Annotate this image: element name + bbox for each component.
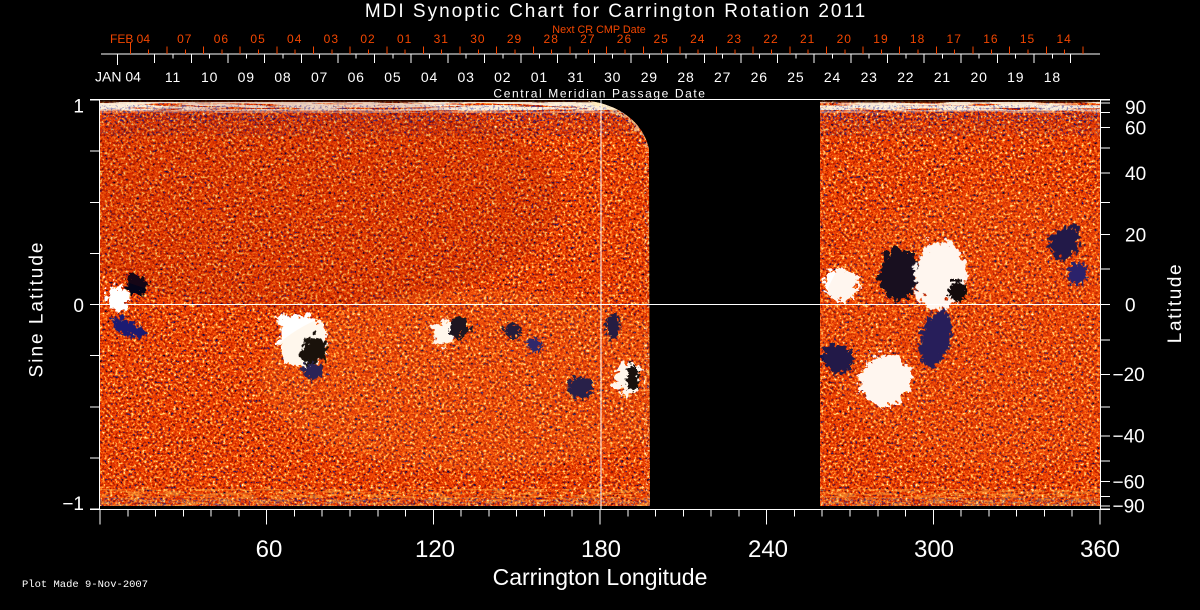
svg-text:24: 24 (690, 32, 705, 46)
svg-text:14: 14 (1056, 32, 1071, 46)
svg-text:30: 30 (470, 32, 485, 46)
svg-text:25: 25 (653, 32, 668, 46)
svg-text:17: 17 (947, 32, 962, 46)
svg-text:02: 02 (494, 69, 511, 85)
svg-text:60: 60 (256, 536, 283, 563)
svg-text:Central Meridian Passage Date: Central Meridian Passage Date (493, 87, 706, 101)
svg-text:26: 26 (751, 69, 768, 85)
svg-text:FEB 04: FEB 04 (110, 32, 150, 46)
svg-text:20: 20 (1125, 226, 1146, 247)
svg-text:18: 18 (1044, 69, 1061, 85)
svg-text:06: 06 (348, 69, 365, 85)
svg-text:28: 28 (677, 69, 694, 85)
svg-text:0: 0 (1125, 296, 1136, 317)
svg-text:240: 240 (748, 536, 788, 563)
svg-text:22: 22 (897, 69, 914, 85)
svg-text:Carrington Longitude: Carrington Longitude (493, 564, 708, 590)
svg-text:25: 25 (787, 69, 804, 85)
svg-text:03: 03 (458, 69, 475, 85)
svg-text:19: 19 (873, 32, 888, 46)
svg-text:05: 05 (250, 32, 265, 46)
svg-text:15: 15 (1020, 32, 1035, 46)
svg-text:30: 30 (604, 69, 621, 85)
svg-text:26: 26 (617, 32, 632, 46)
svg-text:20: 20 (970, 69, 987, 85)
svg-text:300: 300 (914, 536, 954, 563)
svg-text:31: 31 (567, 69, 584, 85)
svg-text:180: 180 (581, 536, 621, 563)
svg-text:03: 03 (324, 32, 339, 46)
svg-text:−40: −40 (1113, 427, 1145, 448)
svg-text:27: 27 (714, 69, 731, 85)
svg-text:23: 23 (861, 69, 878, 85)
svg-text:02: 02 (360, 32, 375, 46)
svg-text:21: 21 (934, 69, 951, 85)
svg-text:1: 1 (73, 97, 84, 118)
svg-text:60: 60 (1125, 119, 1146, 140)
svg-text:Latitude: Latitude (1165, 263, 1186, 343)
svg-text:29: 29 (507, 32, 522, 46)
svg-text:27: 27 (580, 32, 595, 46)
svg-text:29: 29 (641, 69, 658, 85)
svg-text:31: 31 (434, 32, 449, 46)
svg-text:Sine Latitude: Sine Latitude (27, 241, 48, 378)
svg-text:08: 08 (274, 69, 291, 85)
svg-text:22: 22 (763, 32, 778, 46)
svg-text:01: 01 (531, 69, 548, 85)
svg-text:24: 24 (824, 69, 841, 85)
svg-text:JAN 04: JAN 04 (95, 69, 141, 85)
svg-text:01: 01 (397, 32, 412, 46)
svg-text:90: 90 (1125, 98, 1146, 119)
svg-text:10: 10 (201, 69, 218, 85)
svg-text:0: 0 (73, 296, 84, 317)
svg-text:360: 360 (1080, 536, 1120, 563)
svg-text:06: 06 (214, 32, 229, 46)
svg-text:−60: −60 (1113, 473, 1145, 494)
svg-text:Next CR CMP Date: Next CR CMP Date (552, 24, 645, 36)
svg-text:−20: −20 (1113, 365, 1145, 386)
svg-text:21: 21 (800, 32, 815, 46)
svg-text:04: 04 (287, 32, 302, 46)
svg-text:28: 28 (544, 32, 559, 46)
svg-text:04: 04 (421, 69, 438, 85)
svg-text:16: 16 (983, 32, 998, 46)
svg-text:18: 18 (910, 32, 925, 46)
svg-text:120: 120 (415, 536, 455, 563)
svg-text:11: 11 (165, 69, 181, 85)
svg-text:−90: −90 (1113, 497, 1145, 518)
svg-text:05: 05 (384, 69, 401, 85)
svg-text:07: 07 (177, 32, 192, 46)
svg-text:−1: −1 (62, 494, 84, 515)
svg-text:MDI Synoptic Chart for Carring: MDI Synoptic Chart for Carrington Rotati… (365, 1, 867, 22)
svg-text:20: 20 (837, 32, 852, 46)
svg-text:Plot Made 9-Nov-2007: Plot Made 9-Nov-2007 (22, 579, 148, 591)
svg-text:23: 23 (727, 32, 742, 46)
svg-text:09: 09 (238, 69, 255, 85)
svg-text:40: 40 (1125, 164, 1146, 185)
svg-text:07: 07 (311, 69, 328, 85)
svg-text:19: 19 (1007, 69, 1024, 85)
